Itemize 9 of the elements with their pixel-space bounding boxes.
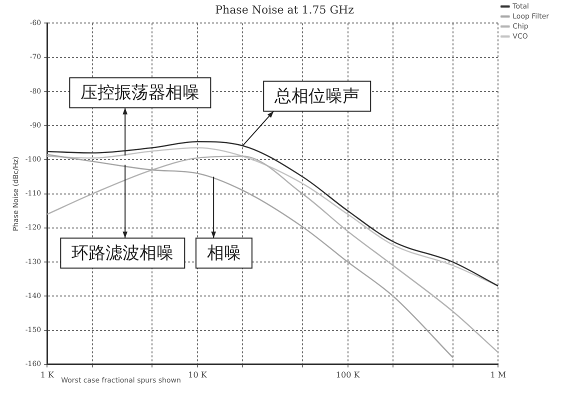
x-tick-label: 100 K — [336, 370, 361, 380]
annotation: 总相位噪声 — [274, 86, 360, 107]
annotation: 相噪 — [206, 244, 241, 264]
x-tick-label: 1 M — [490, 370, 506, 380]
annotation: 压控振荡器相噪 — [80, 83, 200, 104]
x-tick-label: 10 K — [188, 370, 208, 380]
x-tick-label: 1 K — [40, 370, 55, 380]
chart-title: Phase Noise at 1.75 GHz — [215, 3, 354, 16]
annotation: 环路滤波相噪 — [72, 244, 174, 264]
